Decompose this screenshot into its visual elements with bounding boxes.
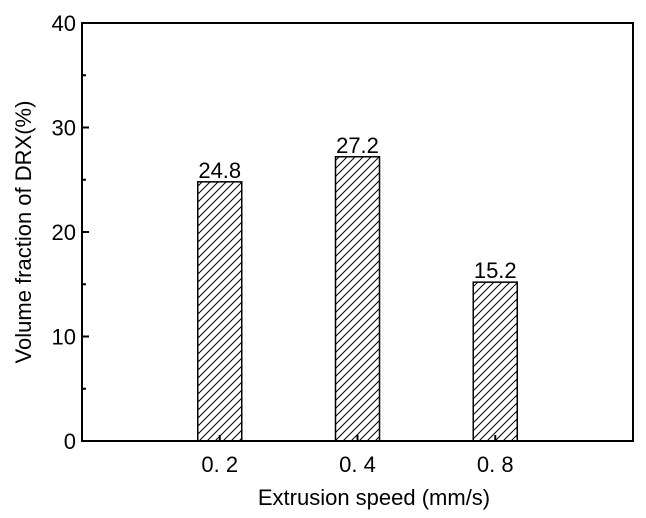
bar-value-label: 15.2 — [474, 258, 517, 283]
y-tick-label: 20 — [52, 220, 76, 245]
y-tick-label: 40 — [52, 11, 76, 36]
plot-area: 0 10 20 30 40 24.8 0. 2 27.2 0. 4 15.2 0. 8 — [52, 11, 634, 477]
x-axis-title: Extrusion speed (mm/s) — [258, 485, 490, 510]
x-tick-label: 0. 4 — [339, 452, 376, 477]
x-tick-label: 0. 2 — [201, 452, 238, 477]
bar — [197, 181, 243, 442]
bar — [334, 156, 381, 442]
y-tick-label: 10 — [52, 325, 76, 350]
y-axis-title: Volume fraction of DRX(%) — [11, 101, 36, 364]
y-tick-label: 30 — [52, 116, 76, 141]
y-tick-label: 0 — [64, 429, 76, 454]
bar-value-label: 27.2 — [336, 133, 379, 158]
x-tick-label: 0. 8 — [477, 452, 514, 477]
bar — [472, 281, 518, 442]
bar-value-label: 24.8 — [198, 158, 241, 183]
